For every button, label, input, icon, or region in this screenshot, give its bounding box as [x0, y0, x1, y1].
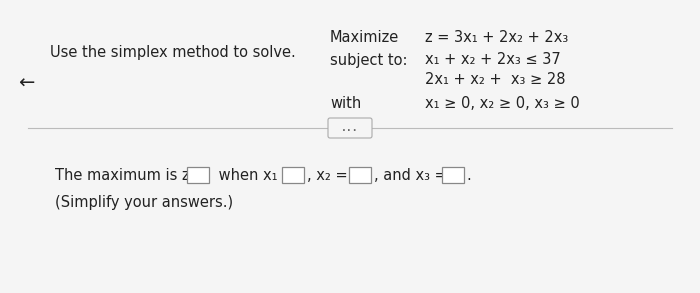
Text: (Simplify your answers.): (Simplify your answers.)	[55, 195, 233, 210]
Bar	[349, 167, 371, 183]
Text: .: .	[466, 168, 470, 183]
Bar	[442, 167, 464, 183]
Text: ...: ...	[341, 123, 359, 133]
Text: ←: ←	[18, 74, 34, 93]
Bar	[282, 167, 304, 183]
Text: , x₂ =: , x₂ =	[307, 168, 348, 183]
Text: subject to:: subject to:	[330, 52, 407, 67]
Text: The maximum is z =: The maximum is z =	[55, 168, 206, 183]
Bar	[187, 167, 209, 183]
Text: x₁ ≥ 0, x₂ ≥ 0, x₃ ≥ 0: x₁ ≥ 0, x₂ ≥ 0, x₃ ≥ 0	[425, 96, 580, 110]
Text: with: with	[330, 96, 361, 110]
Text: z = 3x₁ + 2x₂ + 2x₃: z = 3x₁ + 2x₂ + 2x₃	[425, 30, 568, 45]
Text: 2x₁ + x₂ +  x₃ ≥ 28: 2x₁ + x₂ + x₃ ≥ 28	[425, 72, 566, 88]
Text: x₁ + x₂ + 2x₃ ≤ 37: x₁ + x₂ + 2x₃ ≤ 37	[425, 52, 561, 67]
Text: , and x₃ =: , and x₃ =	[374, 168, 447, 183]
Text: Use the simplex method to solve.: Use the simplex method to solve.	[50, 45, 295, 60]
Text: Maximize: Maximize	[330, 30, 399, 45]
Text: when x₁ =: when x₁ =	[214, 168, 294, 183]
FancyBboxPatch shape	[328, 118, 372, 138]
